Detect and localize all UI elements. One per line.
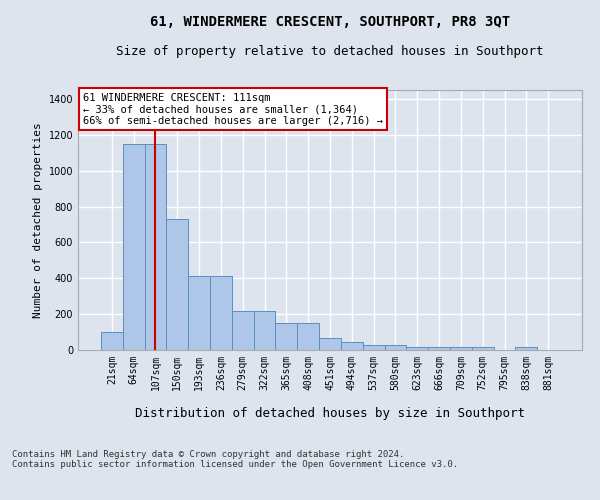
Bar xyxy=(450,348,472,350)
Text: Distribution of detached houses by size in Southport: Distribution of detached houses by size … xyxy=(135,408,525,420)
Bar xyxy=(472,348,494,350)
Bar xyxy=(166,219,188,350)
Bar xyxy=(428,348,450,350)
Bar xyxy=(145,144,166,350)
Bar xyxy=(363,345,385,350)
Bar xyxy=(188,276,210,350)
Bar xyxy=(210,276,232,350)
Bar xyxy=(275,323,297,350)
Text: Size of property relative to detached houses in Southport: Size of property relative to detached ho… xyxy=(116,45,544,58)
Bar xyxy=(254,312,275,350)
Text: 61 WINDERMERE CRESCENT: 111sqm
← 33% of detached houses are smaller (1,364)
66% : 61 WINDERMERE CRESCENT: 111sqm ← 33% of … xyxy=(83,92,383,126)
Bar xyxy=(406,347,428,350)
Bar xyxy=(101,332,123,350)
Bar xyxy=(385,345,406,350)
Bar xyxy=(123,144,145,350)
Y-axis label: Number of detached properties: Number of detached properties xyxy=(33,122,43,318)
Bar xyxy=(515,348,537,350)
Text: 61, WINDERMERE CRESCENT, SOUTHPORT, PR8 3QT: 61, WINDERMERE CRESCENT, SOUTHPORT, PR8 … xyxy=(150,15,510,29)
Bar xyxy=(297,323,319,350)
Bar xyxy=(341,342,363,350)
Bar xyxy=(232,312,254,350)
Text: Contains HM Land Registry data © Crown copyright and database right 2024.
Contai: Contains HM Land Registry data © Crown c… xyxy=(12,450,458,469)
Bar xyxy=(319,338,341,350)
